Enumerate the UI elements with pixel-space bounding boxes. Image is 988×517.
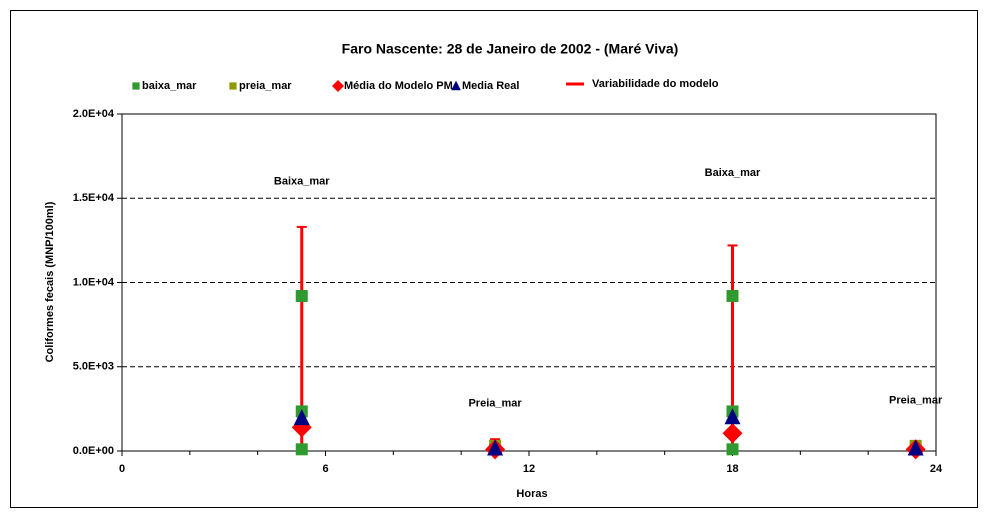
y-tick-label: 2.0E+04 — [73, 108, 115, 120]
y-axis-label: Coliformes fecais (MNP/100ml) — [44, 201, 56, 362]
legend-label: preia_mar — [239, 80, 292, 92]
y-tick-label: 5.0E+03 — [73, 361, 114, 373]
plot-area — [121, 113, 937, 452]
y-tick-label: 0.0E+00 — [73, 445, 114, 457]
triangle-marker — [293, 409, 310, 426]
annotation: Baixa_mar — [705, 167, 761, 179]
legend-label: baixa_mar — [142, 80, 197, 92]
x-tick-label: 12 — [523, 463, 535, 475]
triangle-marker — [907, 439, 924, 456]
legend-swatch — [229, 82, 237, 90]
chart-title: Faro Nascente: 28 de Janeiro de 2002 - (… — [342, 41, 679, 57]
triangle-marker — [724, 408, 741, 425]
legend-swatch — [132, 82, 140, 90]
annotation: Preia_mar — [889, 394, 943, 406]
square-marker — [295, 289, 308, 302]
legend-label: Variabilidade do modelo — [592, 78, 719, 90]
x-tick-label: 6 — [322, 463, 328, 475]
x-axis-label: Horas — [516, 488, 547, 500]
annotation: Preia_mar — [468, 398, 522, 410]
legend-label: Media Real — [462, 80, 519, 92]
x-tick-label: 18 — [726, 463, 738, 475]
annotation: Baixa_mar — [274, 175, 330, 187]
legend-swatch — [332, 80, 344, 92]
triangle-marker — [487, 439, 504, 456]
square-marker — [295, 443, 308, 456]
y-tick-label: 1.0E+04 — [73, 276, 115, 288]
square-marker — [726, 289, 739, 302]
square-marker — [726, 443, 739, 456]
x-tick-label: 0 — [119, 463, 125, 475]
diamond-marker — [722, 423, 743, 444]
legend-swatch — [451, 80, 461, 91]
legend-label: Média do Modelo PM — [344, 80, 453, 92]
y-tick-label: 1.5E+04 — [73, 192, 115, 204]
x-tick-label: 24 — [930, 463, 943, 475]
